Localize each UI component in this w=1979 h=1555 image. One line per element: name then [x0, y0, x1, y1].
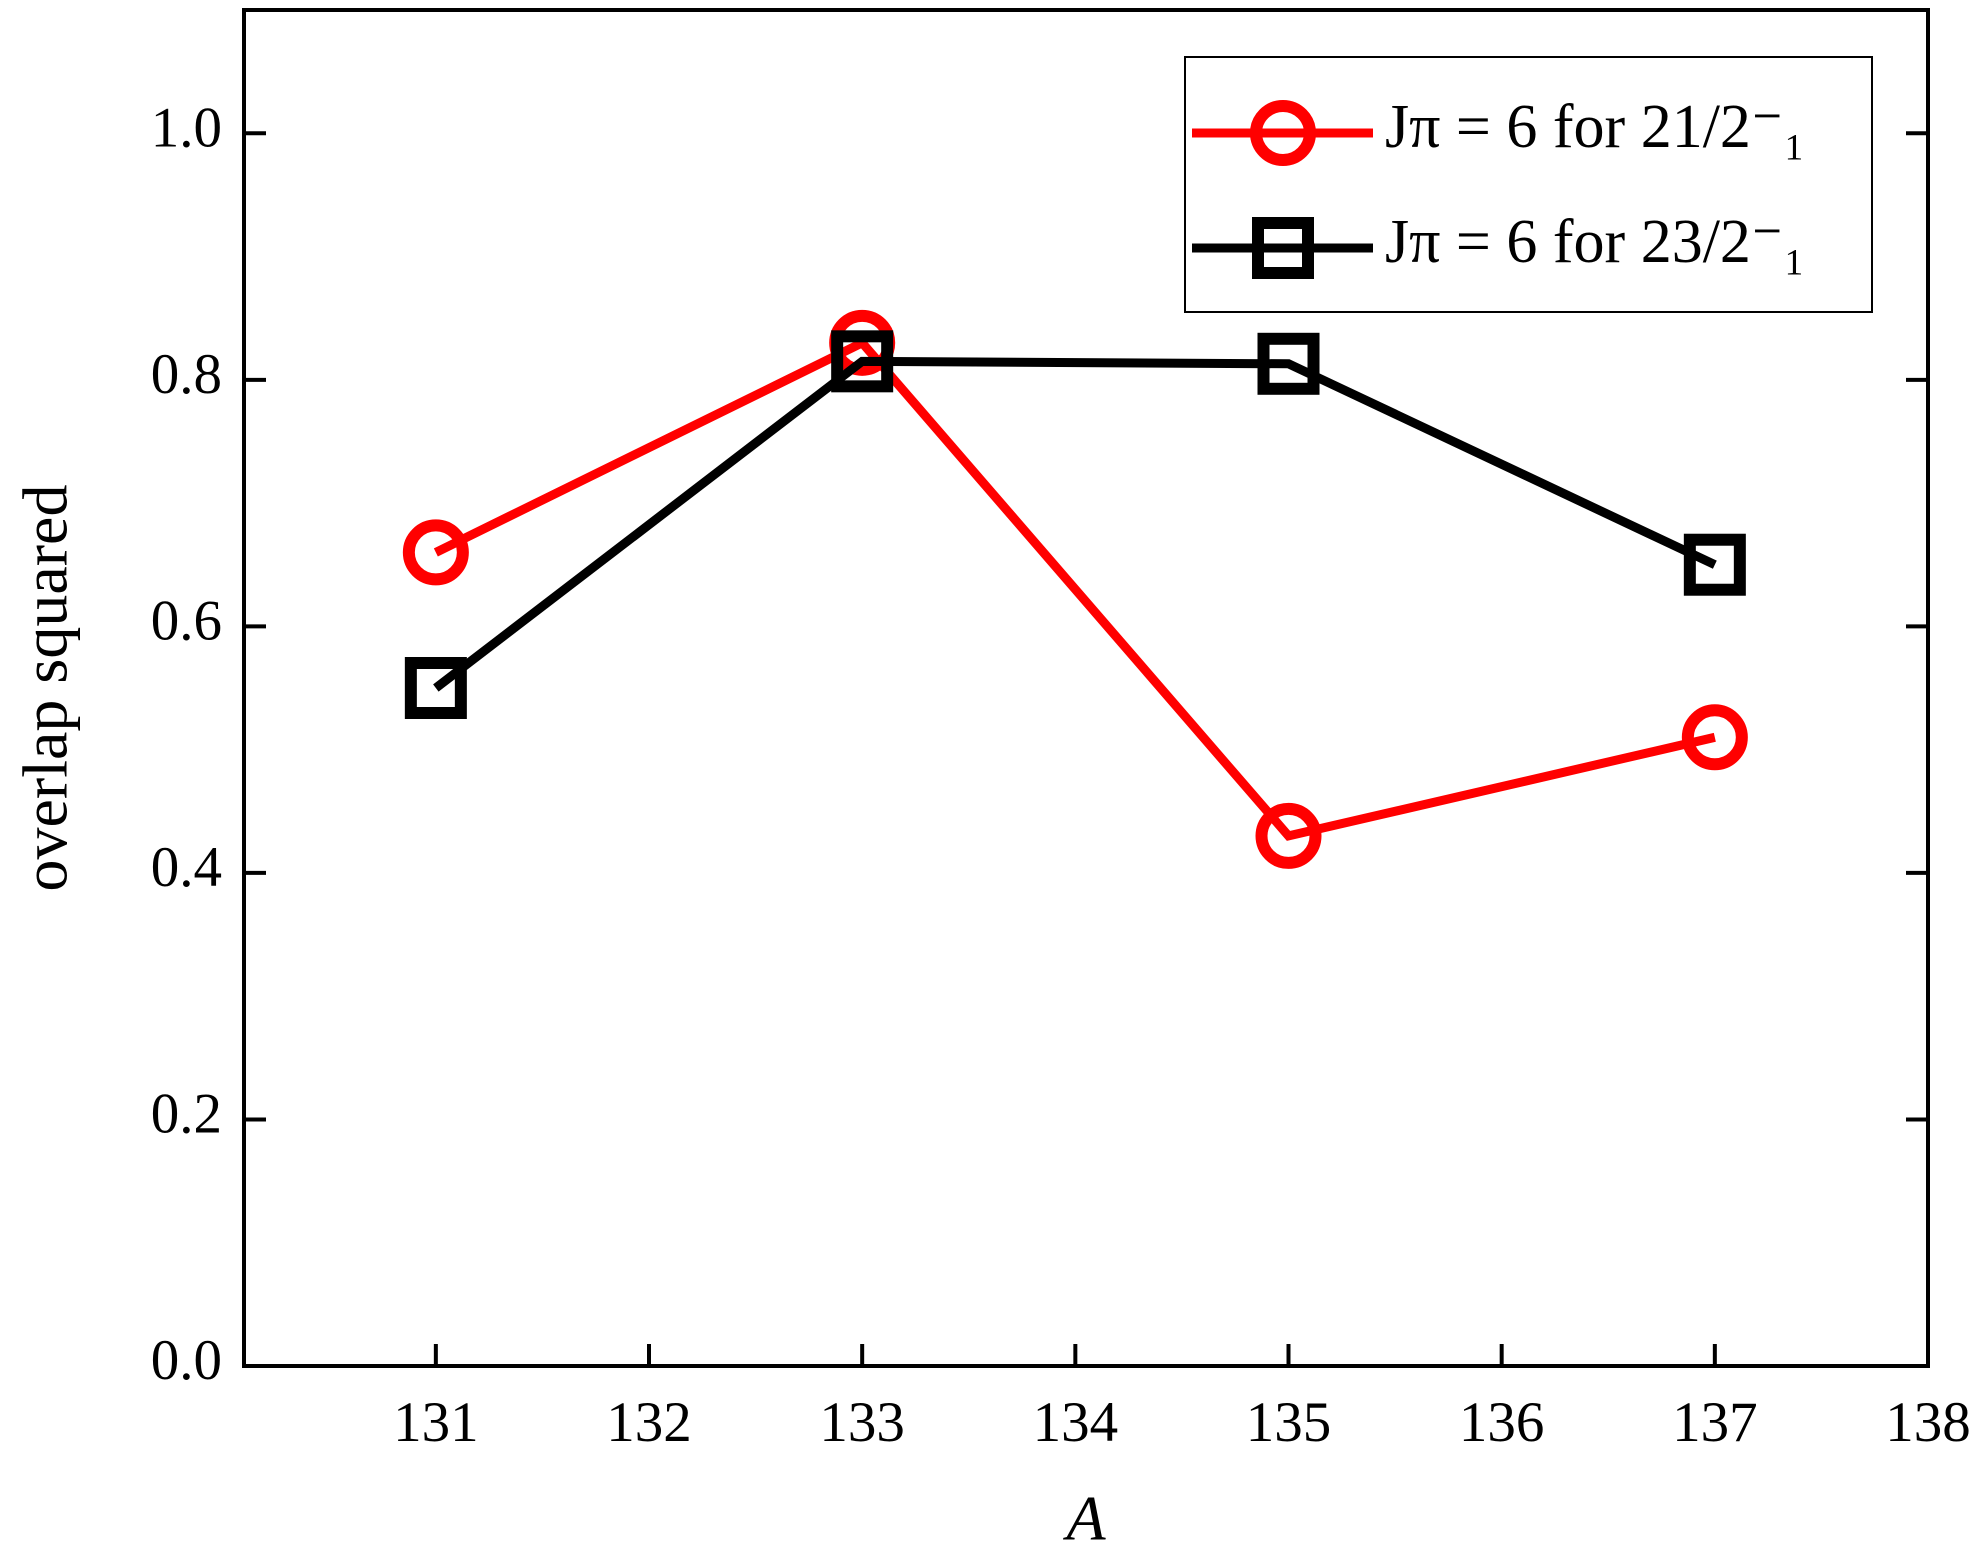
marker [1255, 802, 1322, 869]
marker [1257, 332, 1320, 395]
y-axis-label: overlap squared [10, 485, 81, 892]
x-tick-label: 132 [606, 1391, 692, 1454]
y-tick-label: 0.8 [151, 343, 222, 406]
x-axis-label: A [1062, 1483, 1106, 1554]
marker [1683, 533, 1746, 596]
legend-marker [1252, 217, 1314, 279]
marker [404, 657, 467, 719]
x-tick-label: 133 [819, 1391, 905, 1454]
series-line [433, 337, 1716, 841]
x-tick-label: 138 [1885, 1391, 1971, 1454]
x-tick-label: 135 [1246, 1391, 1332, 1454]
legend-marker [1250, 100, 1316, 166]
legend-label: Jπ = 6 for 23/2⁻₁ [1385, 208, 1805, 276]
marker [402, 519, 469, 586]
y-tick-label: 0.0 [151, 1329, 222, 1392]
y-tick-label: 0.2 [151, 1083, 222, 1146]
y-tick-label: 0.4 [151, 836, 222, 899]
marker [831, 330, 894, 393]
x-tick-label: 131 [393, 1391, 479, 1454]
series-line [433, 356, 1717, 692]
marker [1681, 704, 1748, 771]
x-tick-label: 136 [1459, 1391, 1545, 1454]
legend-label: Jπ = 6 for 21/2⁻₁ [1385, 93, 1805, 161]
y-tick-label: 1.0 [151, 96, 222, 159]
x-tick-label: 134 [1033, 1391, 1119, 1454]
plot-frame [242, 8, 1930, 1368]
x-tick-label: 137 [1672, 1391, 1758, 1454]
y-tick-label: 0.6 [151, 589, 222, 652]
